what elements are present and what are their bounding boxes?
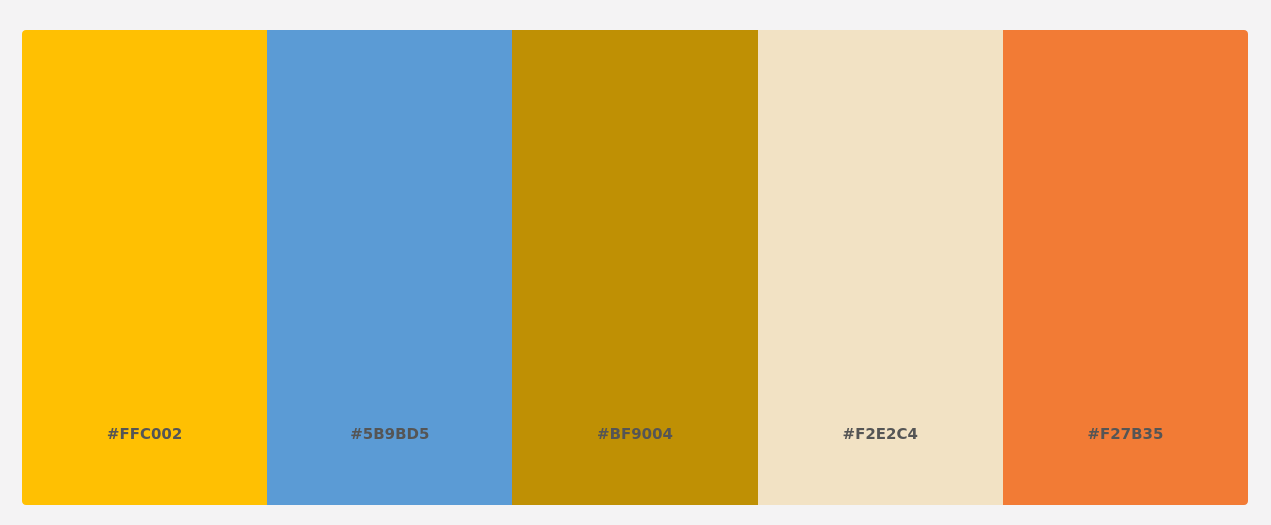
hex-code-label: #BF9004: [597, 425, 673, 443]
color-swatch-1[interactable]: #FFC002: [22, 30, 268, 505]
hex-code-label: #5B9BD5: [350, 425, 430, 443]
color-swatch-2[interactable]: #5B9BD5: [267, 30, 513, 505]
color-swatch-5[interactable]: #F27B35: [1002, 30, 1248, 505]
hex-code-label: #FFC002: [106, 425, 183, 443]
hex-code-label: #F2E2C4: [842, 425, 918, 443]
hex-code-label: #F27B35: [1087, 425, 1164, 443]
color-swatch-3[interactable]: #BF9004: [512, 30, 758, 505]
color-swatch-4[interactable]: #F2E2C4: [757, 30, 1003, 505]
color-palette: #FFC002 #5B9BD5 #BF9004 #F2E2C4 #F27B35: [22, 30, 1248, 505]
